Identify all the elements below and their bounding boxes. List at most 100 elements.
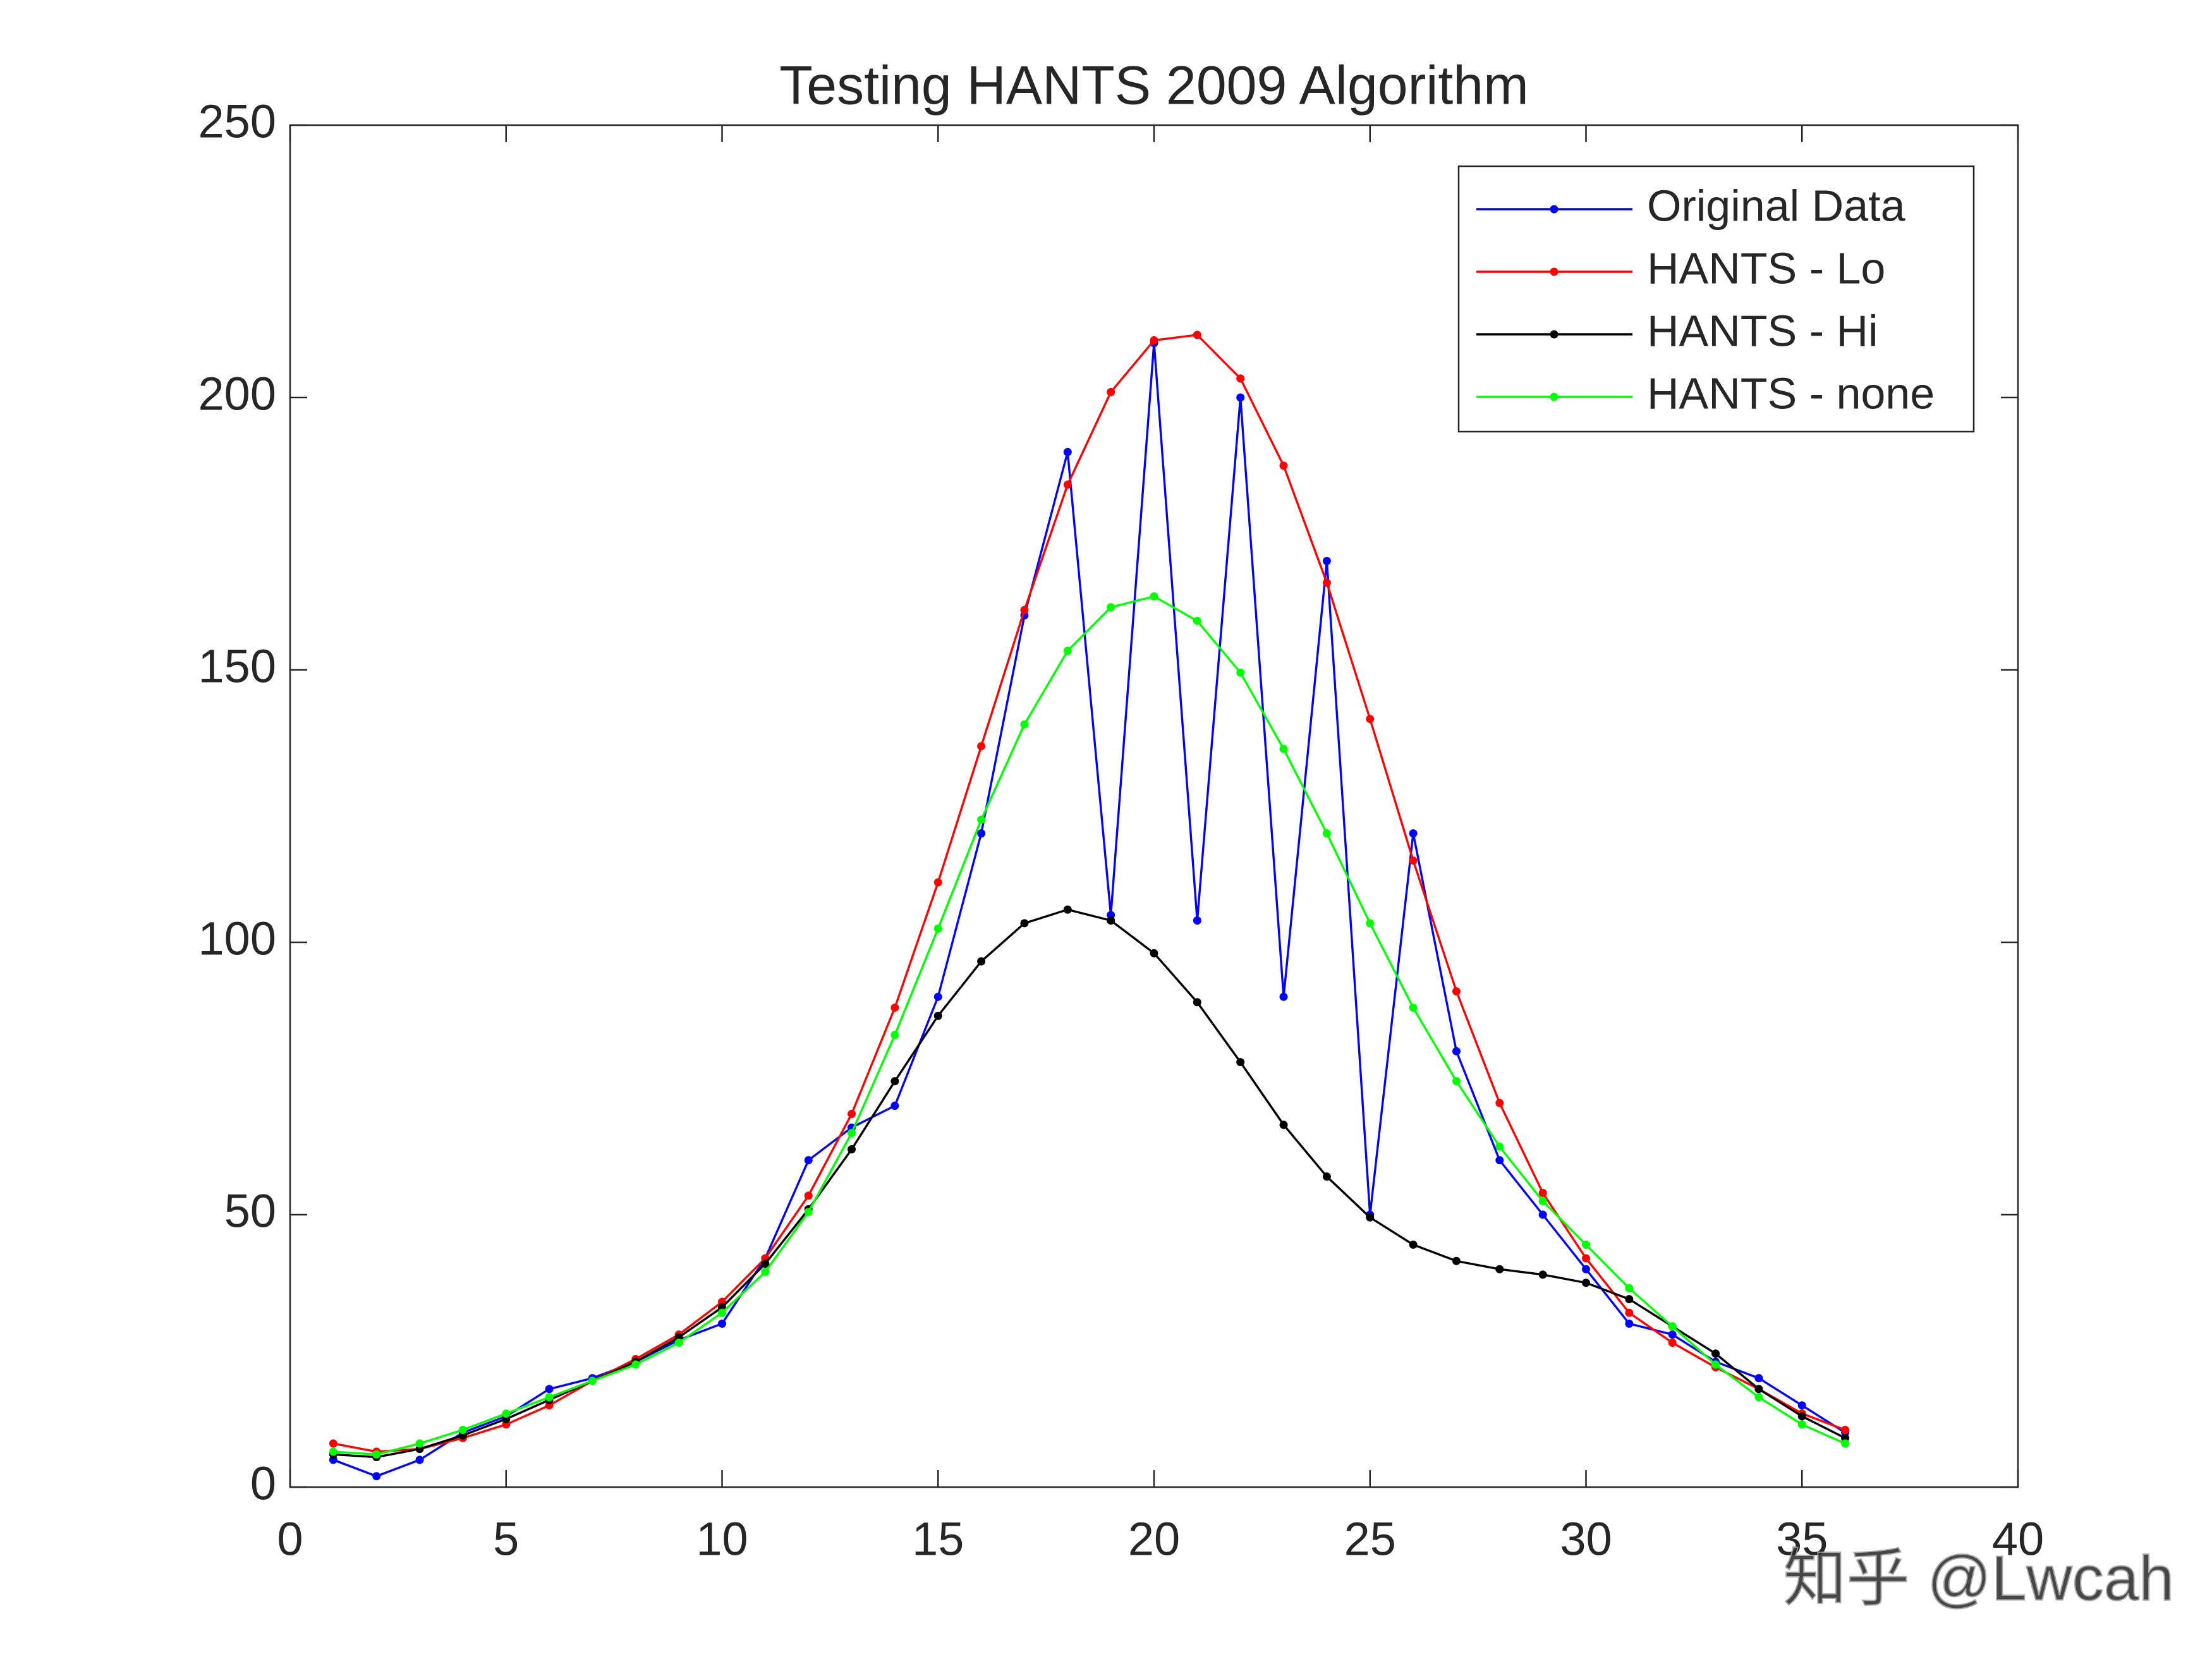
data-point: [1366, 715, 1375, 724]
data-point: [1409, 1240, 1418, 1249]
data-point: [1063, 480, 1072, 489]
data-point: [1322, 1172, 1331, 1181]
data-point: [804, 1208, 813, 1217]
data-point: [1711, 1349, 1720, 1358]
data-point: [1107, 387, 1115, 396]
data-point: [1150, 949, 1158, 957]
data-point: [1754, 1393, 1763, 1402]
data-point: [1150, 592, 1158, 601]
legend-marker: [1550, 392, 1559, 401]
data-point: [1668, 1330, 1677, 1339]
data-point: [848, 1110, 856, 1119]
data-point: [1236, 1058, 1245, 1067]
data-point: [1582, 1240, 1590, 1249]
data-point: [1711, 1360, 1720, 1369]
data-point: [1193, 331, 1201, 339]
data-point: [1279, 744, 1288, 753]
x-tick-label: 10: [696, 1513, 748, 1565]
watermark: 知乎 @Lwcah: [1784, 1543, 2174, 1613]
data-point: [1063, 647, 1072, 655]
x-tick-label: 35: [1776, 1513, 1828, 1565]
data-point: [1279, 992, 1288, 1001]
data-point: [1409, 1003, 1418, 1012]
data-point: [848, 1129, 856, 1138]
data-point: [1754, 1374, 1763, 1383]
data-point: [804, 1156, 813, 1165]
data-point: [1452, 1047, 1461, 1055]
data-point: [502, 1409, 511, 1418]
data-point: [977, 742, 986, 751]
data-point: [674, 1339, 683, 1347]
legend-box: [1457, 165, 1975, 433]
x-tick-label: 5: [493, 1513, 519, 1565]
data-point: [1625, 1319, 1634, 1328]
data-point: [977, 957, 986, 966]
legend-label: Original Data: [1647, 181, 1905, 230]
y-tick-label: 250: [198, 95, 276, 148]
data-point: [718, 1308, 726, 1317]
data-point: [1322, 829, 1331, 838]
data-point: [1797, 1420, 1806, 1429]
series-line: [332, 343, 1846, 1478]
data-point: [415, 1455, 424, 1464]
data-point: [1668, 1322, 1677, 1331]
data-point: [1668, 1339, 1677, 1347]
data-point: [977, 815, 986, 824]
data-point: [1193, 916, 1201, 925]
x-tick-label: 30: [1560, 1513, 1612, 1565]
x-tick-label: 40: [1992, 1513, 2044, 1565]
data-point: [1063, 447, 1072, 456]
data-point: [1538, 1270, 1547, 1279]
data-point: [1452, 1077, 1461, 1086]
x-tick-label: 0: [277, 1513, 303, 1565]
data-point: [1538, 1196, 1547, 1205]
data-point: [1625, 1308, 1634, 1317]
data-point: [1452, 1256, 1461, 1265]
data-point: [545, 1393, 554, 1402]
data-point: [1063, 905, 1072, 914]
data-point: [1279, 1121, 1288, 1129]
data-point: [1279, 461, 1288, 470]
x-tick-label: 25: [1344, 1513, 1396, 1565]
y-tick-label: 100: [198, 913, 276, 965]
series-line: [333, 595, 1846, 1455]
data-point: [1754, 1385, 1763, 1394]
data-point: [1409, 829, 1418, 838]
data-point: [1236, 374, 1245, 383]
data-point: [1020, 720, 1029, 729]
data-point: [890, 1102, 899, 1110]
data-point: [1236, 393, 1245, 402]
data-point: [1495, 1156, 1504, 1165]
data-point: [1020, 605, 1029, 614]
data-point: [1150, 336, 1158, 344]
data-point: [1495, 1142, 1504, 1151]
data-point: [1797, 1412, 1806, 1421]
data-point: [761, 1260, 770, 1268]
data-point: [1409, 856, 1418, 865]
data-point: [1495, 1098, 1504, 1107]
data-point: [761, 1268, 770, 1277]
data-point: [1193, 616, 1201, 625]
y-tick-label: 50: [224, 1185, 276, 1237]
x-tick-label: 15: [912, 1513, 964, 1565]
data-point: [890, 1077, 899, 1086]
data-point: [1107, 916, 1115, 925]
data-point: [329, 1447, 337, 1456]
data-point: [1797, 1401, 1806, 1410]
y-tick-label: 0: [250, 1457, 276, 1510]
data-point: [1452, 987, 1461, 996]
chart-title: Testing HANTS 2009 Algorithm: [779, 56, 1528, 116]
data-point: [588, 1376, 597, 1385]
data-point: [933, 878, 942, 887]
data-point: [804, 1191, 813, 1200]
data-point: [415, 1439, 424, 1448]
data-point: [1495, 1265, 1504, 1273]
data-point: [1236, 668, 1245, 677]
data-point: [718, 1319, 726, 1328]
data-point: [933, 924, 942, 933]
data-point: [1020, 919, 1029, 928]
data-point: [1625, 1295, 1634, 1304]
data-point: [933, 1011, 942, 1020]
data-point: [329, 1439, 337, 1448]
